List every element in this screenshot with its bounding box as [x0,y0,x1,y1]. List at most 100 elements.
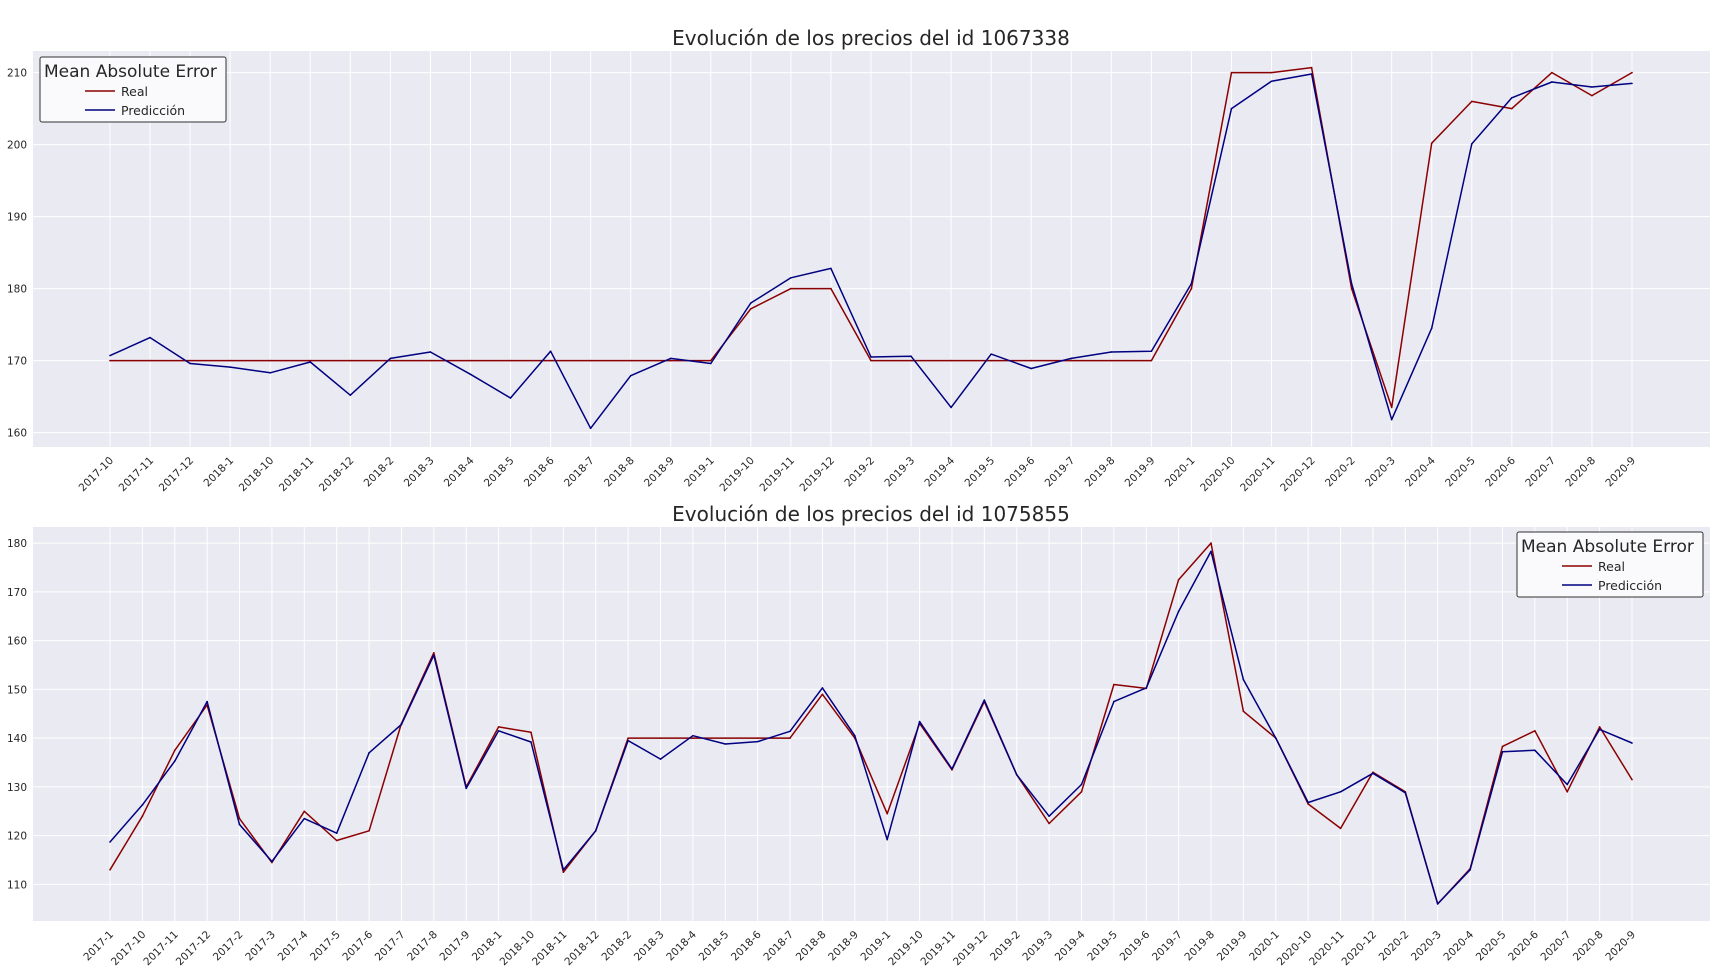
prediction-series-line [109,550,1633,905]
data-point [509,397,512,399]
data-point [1631,71,1633,74]
chart-1-title: Evolución de los precios del id 1067338 [672,26,1070,50]
chart-1: 2017-10 2017-11 2017-12 2018-1 2018-10 2018-1… [7,26,1710,494]
data-point [1230,71,1233,74]
data-point [910,359,912,362]
chart-2-legend-box [1516,531,1704,598]
data-point [389,357,392,360]
data-point [627,739,629,742]
data-point [1242,678,1245,681]
data-point [1470,100,1473,103]
data-point [1631,778,1633,781]
data-point [1274,737,1277,739]
data-point [1113,700,1115,703]
data-point [1210,550,1212,553]
data-point [1534,749,1536,752]
chart-2: 2017-12017-102017-112017-122017-22017-32… [7,502,1710,968]
data-point [1310,66,1313,69]
chart-2-legend-pred-label: Predicción [1598,578,1662,593]
data-point [109,841,111,843]
data-point [1511,97,1513,99]
data-point [629,359,632,362]
data-point [141,804,144,806]
data-point [870,359,872,362]
data-point [669,357,672,360]
data-point [429,351,432,353]
data-point [1150,359,1153,362]
real-series-line [109,542,1633,905]
y-tick-label: 160 [7,636,27,648]
y-tick-label: 170 [7,356,27,368]
data-point [1030,359,1033,362]
data-point [309,359,312,362]
data-point [1210,542,1212,544]
data-point [1015,773,1018,776]
data-point [141,815,144,817]
data-point [497,730,500,732]
y-tick-label: 120 [7,831,27,843]
data-point [189,362,191,365]
data-point [389,359,392,362]
chart-2-legend-real-label: Real [1598,559,1625,574]
data-point [1080,790,1083,793]
data-point [189,359,191,362]
y-tick-label: 160 [7,428,27,440]
data-point [1372,772,1374,775]
y-tick-label: 210 [7,68,27,80]
data-point [469,359,472,362]
data-point [1177,610,1180,613]
data-point [692,734,694,737]
y-tick-label: 200 [7,140,27,152]
data-point [1070,357,1073,360]
data-point [1591,94,1593,97]
data-point [1598,728,1601,731]
data-point [1598,726,1601,728]
data-point [950,359,952,362]
data-point [1030,367,1033,370]
chart-1-series [109,66,1633,430]
y-tick-label: 110 [7,879,27,891]
data-point [1469,868,1471,871]
data-point [206,700,208,703]
data-point [1511,107,1513,110]
y-tick-label: 130 [7,782,27,794]
chart-2-plot-area [33,527,1710,921]
y-tick-label: 190 [7,212,27,224]
data-point [750,302,752,304]
data-point [1566,783,1569,786]
data-point [709,359,712,362]
y-tick-label: 180 [7,538,27,550]
data-point [465,787,468,790]
chart-1-legend: Mean Absolute Error Real Predicción [39,56,227,123]
data-point [724,737,727,739]
data-point [509,359,512,362]
chart-2-legend-title: Mean Absolute Error [1521,537,1694,557]
data-point [1177,578,1180,581]
data-point [659,758,662,760]
data-point [269,359,272,362]
data-point [173,749,176,752]
data-point [400,723,403,726]
data-point [229,359,231,362]
data-point [1230,107,1233,110]
data-point [983,699,986,701]
data-point [830,267,832,270]
data-point [1390,418,1393,421]
data-point [990,353,992,355]
data-point [429,359,432,362]
data-point [303,817,306,820]
data-point [1430,142,1433,144]
data-point [821,687,824,689]
data-point [149,336,151,339]
data-point [990,359,992,362]
data-point [1270,80,1273,83]
data-point [1307,803,1309,805]
chart-1-legend-title: Mean Absolute Error [44,62,217,82]
data-point [692,737,694,739]
chart-1-legend-box [39,56,227,123]
chart-2-series [109,542,1633,905]
data-point [1501,750,1504,753]
data-point [886,838,888,841]
data-point [669,359,672,362]
data-point [271,860,273,863]
